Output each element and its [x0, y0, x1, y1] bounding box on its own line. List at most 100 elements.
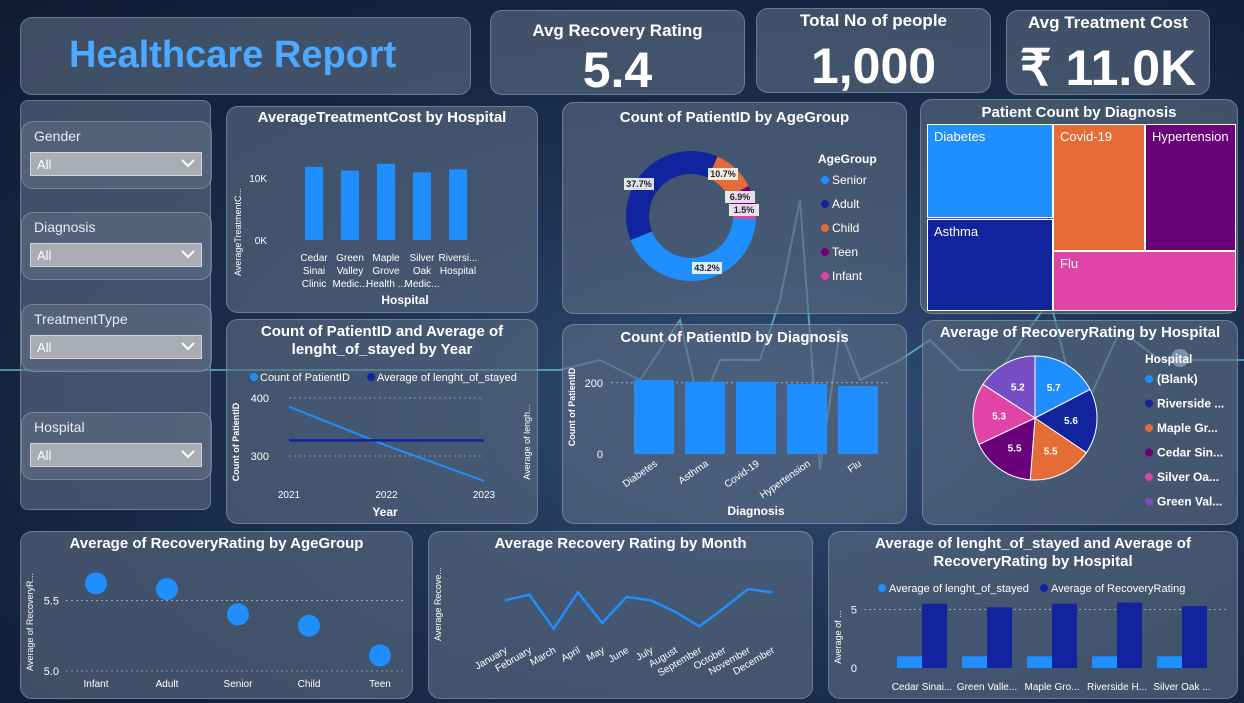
y-tick-label: 5 — [851, 605, 857, 617]
kpi-avg-treatment-cost: Avg Treatment Cost ₹ 11.0K — [1006, 10, 1210, 95]
slice — [1034, 388, 1098, 454]
treemap-cell-hypertension[interactable]: Hypertension — [1145, 124, 1236, 251]
legend-label: Green Val... — [1157, 495, 1222, 509]
y-tick-label: 0 — [851, 663, 857, 675]
slice — [972, 383, 1037, 446]
treemap-cell-asthma[interactable]: Asthma — [927, 219, 1053, 311]
chart-title: Average of lenght_of_stayed and Average … — [875, 535, 1191, 570]
legend-label: Maple Gr... — [1157, 421, 1218, 435]
legend-label: Teen — [832, 245, 858, 259]
diagnosis-slicer: Diagnosis All — [21, 212, 212, 280]
x-tick-label: June — [607, 645, 632, 666]
x-tick-label: Teen — [369, 679, 391, 690]
x-tick-label: March — [529, 645, 559, 668]
clustered-bar-plot: 5 0 Average of ... Average of lenght_of_sta… — [833, 583, 1229, 693]
y-tick-label: 0K — [255, 236, 268, 247]
patients-and-stay-by-year-chart[interactable]: Count of PatientID and Average of lenght… — [226, 319, 538, 524]
data-label: 10.7% — [710, 169, 736, 179]
kpi-label: Total No of people — [799, 11, 947, 30]
x-axis-label: Year — [372, 505, 398, 519]
bar — [341, 170, 359, 240]
kpi-label: Avg Treatment Cost — [1028, 13, 1188, 32]
bar — [736, 381, 776, 454]
bar-chart-plot: AverageTreatmentC... 10K 0K Cedar Sinai Clini… — [233, 163, 477, 307]
x-tick-label: Valley — [337, 266, 364, 277]
data-label-bg — [729, 204, 759, 216]
legend-label: Adult — [832, 197, 860, 211]
treemap-cell-flu[interactable]: Flu — [1053, 251, 1236, 311]
gender-slicer: Gender All — [21, 121, 212, 189]
x-tick-label: Clinic — [302, 279, 326, 290]
bar — [305, 166, 323, 240]
dropdown-value: All — [37, 340, 52, 355]
x-tick-label: Covid-19 — [723, 458, 762, 490]
treemap-cell-diabetes[interactable]: Diabetes — [927, 124, 1053, 218]
y-axis-label: AverageTreatmentC... — [233, 188, 243, 276]
bar — [897, 656, 922, 668]
legend-label: Riverside ... — [1157, 397, 1224, 411]
kpi-total-people: Total No of people 1,000 — [756, 8, 991, 93]
x-tick-label: Green Valle... — [957, 682, 1017, 693]
chevron-down-icon — [181, 159, 195, 168]
x-tick-label: Health ... — [366, 279, 406, 290]
x-tick-label: Maple — [372, 253, 400, 264]
y-tick-label: 0 — [597, 449, 603, 461]
diagnosis-dropdown[interactable]: All — [30, 243, 202, 267]
bar — [449, 169, 467, 240]
patients-by-diagnosis-treemap[interactable]: Patient Count by Diagnosis Diabetes Covi… — [920, 99, 1238, 314]
legend-label: Cedar Sin... — [1157, 446, 1223, 460]
y-axis-label: Average Recove... — [433, 567, 443, 641]
chevron-down-icon — [181, 250, 195, 259]
bar — [685, 381, 725, 454]
legend-marker — [821, 224, 829, 232]
pie-plot: 5.7 5.6 5.5 5.5 5.3 5.2 Hospital (Blank) Riversi… — [972, 352, 1224, 509]
bar — [377, 163, 395, 240]
legend-marker — [1145, 424, 1153, 432]
legend-label: Average of RecoveryRating — [1051, 583, 1185, 595]
slicer-label: Diagnosis — [34, 219, 96, 235]
patients-by-diagnosis-bar-chart[interactable]: Count of PatientID by Diagnosis 200 0 Coun… — [562, 324, 907, 524]
legend-marker — [1145, 375, 1153, 383]
legend-label: (Blank) — [1157, 372, 1198, 386]
legend-title: AgeGroup — [818, 152, 877, 166]
x-tick-label: Silver — [409, 253, 435, 264]
recovery-by-month-chart[interactable]: Average Recovery Rating by Month Average… — [428, 531, 813, 699]
scatter-point — [298, 614, 320, 637]
gender-dropdown[interactable]: All — [30, 152, 202, 176]
x-tick-label: Sinai — [303, 266, 325, 277]
x-tick-label: Hypertension — [758, 458, 813, 501]
hospital-dropdown[interactable]: All — [30, 443, 202, 467]
report-title-card: Healthcare Report — [20, 17, 471, 95]
recovery-by-hospital-pie[interactable]: Average of RecoveryRating by Hospital 5.… — [922, 320, 1238, 525]
patients-by-agegroup-donut[interactable]: Count of PatientID by AgeGroup 43.2% 37.7… — [562, 102, 907, 314]
data-label: 5.3 — [992, 412, 1006, 423]
x-tick-label: Diabetes — [621, 458, 660, 490]
treemap-cell-covid19[interactable]: Covid-19 — [1053, 124, 1145, 251]
scatter-point — [369, 644, 391, 667]
x-axis-label: Hospital — [381, 293, 428, 307]
recovery-by-agegroup-chart[interactable]: Average of RecoveryRating by AgeGroup 5.… — [20, 531, 413, 699]
stay-and-recovery-by-hospital-chart[interactable]: Average of lenght_of_stayed and Average … — [828, 531, 1238, 699]
y-axis-label: Count of PatientID — [231, 402, 241, 481]
data-label: 6.9% — [730, 192, 751, 202]
y-tick-label: 200 — [585, 378, 603, 390]
x-tick-label: Medic... — [404, 279, 439, 290]
bar — [962, 656, 987, 668]
slice — [982, 355, 1036, 419]
chevron-down-icon — [181, 450, 195, 459]
treatmenttype-dropdown[interactable]: All — [30, 335, 202, 359]
bar — [987, 607, 1012, 668]
y2-axis-label: Average of lengh... — [522, 404, 532, 479]
treatment-cost-by-hospital-chart[interactable]: AverageTreatmentCost by Hospital Average… — [226, 106, 538, 313]
legend-marker — [250, 373, 258, 381]
slice — [1029, 417, 1088, 481]
chart-title: Average of RecoveryRating by AgeGroup — [69, 535, 364, 552]
hospital-slicer: Hospital All — [21, 412, 212, 480]
legend-marker — [821, 176, 829, 184]
data-label-bg — [725, 191, 755, 203]
x-tick-label: 2021 — [278, 490, 301, 501]
x-tick-label: Infant — [83, 679, 108, 690]
legend-marker — [1040, 584, 1048, 592]
scatter-plot: 5.5 5.0 Average of RecoveryR... Infant Adult… — [25, 572, 406, 690]
